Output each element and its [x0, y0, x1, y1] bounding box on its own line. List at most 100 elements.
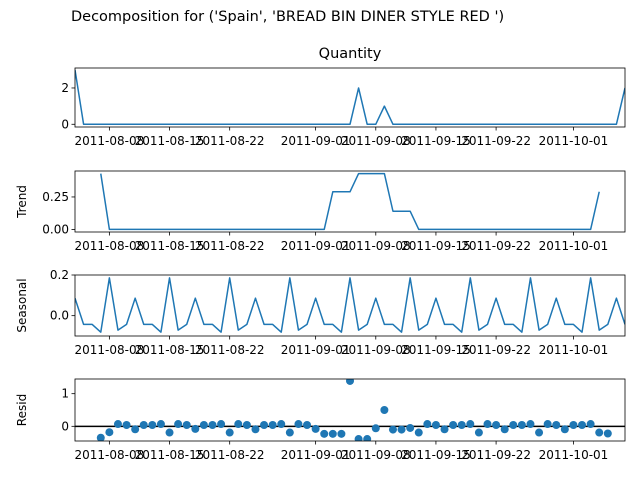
data-point: [363, 435, 372, 441]
data-point: [191, 424, 200, 433]
data-point: [96, 433, 105, 441]
x-tick-label: 2011-08-22: [195, 134, 265, 148]
data-point: [156, 420, 165, 429]
data-point: [517, 421, 526, 430]
data-point: [431, 421, 440, 430]
data-point: [569, 421, 578, 430]
data-point: [354, 435, 363, 441]
axes-frame: [74, 378, 626, 442]
x-tick-label: 2011-10-01: [539, 343, 609, 357]
data-point: [122, 421, 131, 430]
data-point: [500, 425, 509, 434]
x-tick-label: 2011-09-01: [281, 343, 351, 357]
axes-frame: [74, 67, 626, 128]
data-point: [397, 425, 406, 434]
y-tick-label: 0: [61, 419, 69, 433]
axes-frame: [74, 274, 626, 337]
x-tick-label: 2011-09-15: [401, 343, 471, 357]
data-point: [268, 421, 277, 430]
data-point: [105, 428, 114, 437]
x-tick-label: 2011-09-15: [401, 239, 471, 253]
series-line: [75, 69, 625, 126]
data-point: [199, 421, 208, 430]
series-line: [100, 172, 600, 231]
x-tick-label: 2011-09-22: [461, 239, 531, 253]
axes-frame: [74, 170, 626, 233]
x-tick-label: 2011-08-22: [195, 448, 265, 462]
data-point: [509, 421, 518, 430]
x-tick-label: 2011-09-01: [281, 448, 351, 462]
data-point: [586, 420, 595, 429]
data-point: [466, 420, 475, 429]
data-point: [303, 421, 312, 430]
x-tick-label: 2011-09-08: [341, 448, 411, 462]
data-point: [234, 420, 243, 429]
x-tick-label: 2011-09-22: [461, 134, 531, 148]
y-tick-label: 0: [61, 117, 69, 131]
data-point: [423, 420, 432, 429]
x-tick-label: 2011-08-08: [75, 239, 145, 253]
data-point: [526, 420, 535, 429]
x-tick-label: 2011-08-22: [195, 239, 265, 253]
y-tick-label: 0.25: [42, 190, 69, 204]
data-point: [242, 421, 251, 430]
data-point: [543, 420, 552, 429]
data-point: [552, 421, 561, 430]
data-point: [474, 428, 483, 437]
x-tick-label: 2011-08-08: [75, 448, 145, 462]
data-point: [337, 429, 346, 438]
data-point: [148, 421, 157, 430]
data-point: [131, 425, 140, 434]
x-tick-label: 2011-09-15: [401, 134, 471, 148]
x-tick-label: 2011-08-15: [135, 343, 205, 357]
data-point: [603, 429, 612, 438]
figure-suptitle: Decomposition for ('Spain', 'BREAD BIN D…: [71, 9, 504, 25]
x-tick-label: 2011-08-08: [75, 343, 145, 357]
plot-area: [75, 277, 625, 333]
data-point: [595, 428, 604, 437]
x-tick-label: 2011-09-08: [341, 134, 411, 148]
data-point: [260, 421, 269, 430]
x-tick-label: 2011-09-22: [461, 343, 531, 357]
x-tick-label: 2011-08-15: [135, 134, 205, 148]
x-tick-label: 2011-10-01: [539, 239, 609, 253]
x-tick-label: 2011-08-15: [135, 239, 205, 253]
data-point: [320, 429, 329, 438]
data-point: [457, 421, 466, 430]
data-point: [560, 425, 569, 434]
x-tick-label: 2011-09-08: [341, 343, 411, 357]
data-point: [492, 421, 501, 430]
data-point: [311, 424, 320, 433]
data-point: [414, 428, 423, 437]
y-tick-label: 2: [61, 81, 69, 95]
data-point: [165, 428, 174, 437]
data-point: [277, 420, 286, 429]
data-point: [380, 406, 389, 414]
series-line: [75, 277, 625, 333]
data-point: [139, 421, 148, 430]
x-tick-label: 2011-08-08: [75, 134, 145, 148]
x-tick-label: 2011-09-01: [281, 134, 351, 148]
data-point: [371, 424, 380, 433]
data-point: [483, 420, 492, 429]
x-tick-label: 2011-10-01: [539, 448, 609, 462]
data-point: [346, 379, 354, 385]
data-point: [406, 423, 415, 432]
data-point: [328, 429, 337, 438]
x-tick-label: 2011-09-15: [401, 448, 471, 462]
plot-area: [75, 69, 625, 126]
data-point: [225, 428, 234, 437]
y-tick-label: 1: [61, 387, 69, 401]
y-tick-label: 0.0: [50, 309, 69, 323]
y-tick-label: 0.2: [50, 268, 69, 282]
data-point: [285, 428, 294, 437]
data-point: [449, 421, 458, 430]
x-tick-label: 2011-09-01: [281, 239, 351, 253]
data-point: [251, 425, 260, 434]
